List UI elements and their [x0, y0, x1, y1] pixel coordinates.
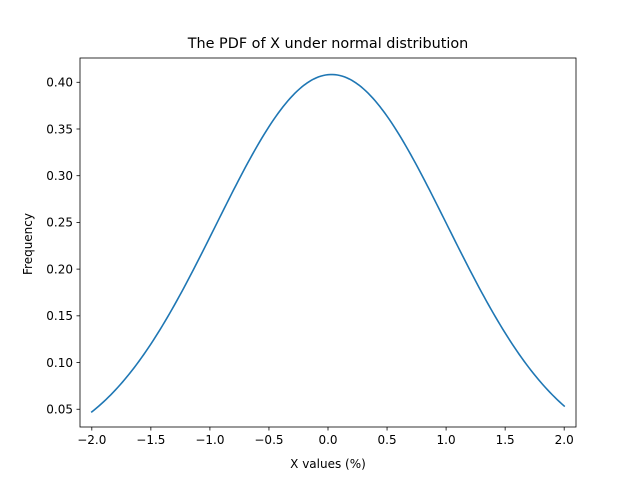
x-tick-label: −1.0: [195, 433, 224, 447]
y-tick-label: 0.05: [46, 403, 73, 417]
y-axis: 0.05 0.10 0.15 0.20 0.25 0.30 0.35 0.40: [46, 76, 80, 417]
x-tick-label: 1.5: [496, 433, 515, 447]
x-tick-label: 0.5: [378, 433, 397, 447]
y-axis-label: Frequency: [21, 213, 35, 275]
x-axis: −2.0 −1.5 −1.0 −0.5 0.0 0.5 1.0 1.5 2.0: [77, 427, 574, 447]
y-tick-label: 0.35: [46, 122, 73, 136]
x-tick-label: −0.5: [254, 433, 283, 447]
y-tick-label: 0.25: [46, 216, 73, 230]
x-tick-label: 2.0: [555, 433, 574, 447]
chart-title: The PDF of X under normal distribution: [187, 36, 469, 52]
y-tick-label: 0.40: [46, 76, 73, 90]
y-tick-label: 0.20: [46, 262, 73, 276]
x-tick-label: −1.5: [136, 433, 165, 447]
x-tick-label: 1.0: [437, 433, 456, 447]
y-tick-label: 0.10: [46, 356, 73, 370]
x-tick-label: 0.0: [318, 433, 337, 447]
y-tick-label: 0.30: [46, 169, 73, 183]
y-tick-label: 0.15: [46, 309, 73, 323]
series-line-0: [90, 73, 566, 414]
x-tick-label: −2.0: [77, 433, 106, 447]
x-axis-label: X values (%): [290, 457, 366, 471]
